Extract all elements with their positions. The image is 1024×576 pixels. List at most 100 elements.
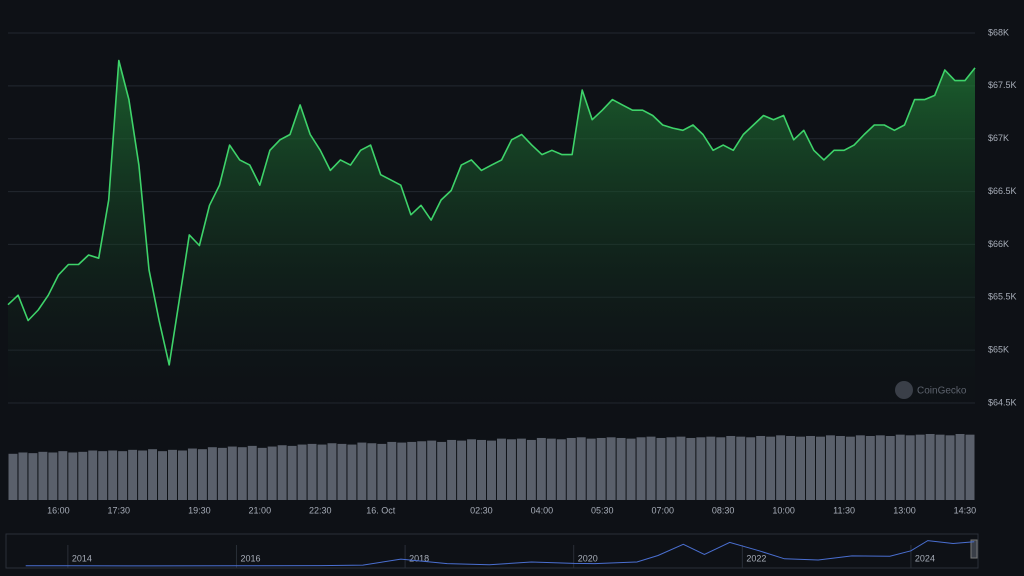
x-tick-label: 14:30 xyxy=(954,505,977,515)
volume-bar xyxy=(676,436,686,500)
navigator-label: 2024 xyxy=(915,553,935,563)
volume-bar xyxy=(865,435,875,500)
volume-bar xyxy=(895,434,905,500)
volume-bar xyxy=(536,437,546,500)
volume-bar xyxy=(207,447,217,500)
volume-bar xyxy=(825,435,835,500)
volume-bar xyxy=(317,444,327,500)
volume-bar xyxy=(646,436,656,500)
volume-bar xyxy=(885,435,895,500)
volume-bar xyxy=(247,445,257,500)
x-tick-label: 08:30 xyxy=(712,505,735,515)
volume-bar xyxy=(337,443,347,500)
volume-bar xyxy=(28,453,38,500)
volume-bar xyxy=(786,435,796,500)
volume-bar xyxy=(467,439,477,500)
volume-bar xyxy=(287,445,297,500)
navigator-label: 2018 xyxy=(409,553,429,563)
volume-bar xyxy=(965,434,975,500)
volume-bar xyxy=(955,434,965,500)
x-tick-label: 05:30 xyxy=(591,505,614,515)
volume-bar xyxy=(666,437,676,500)
y-tick-label: $66K xyxy=(988,239,1009,249)
x-tick-label: 11:30 xyxy=(833,505,855,515)
volume-bar xyxy=(905,435,915,500)
volume-bar xyxy=(596,437,606,500)
navigator-label: 2020 xyxy=(578,553,598,563)
volume-bar xyxy=(696,437,706,500)
volume-bar xyxy=(716,437,726,500)
volume-bar xyxy=(48,452,58,500)
volume-bar xyxy=(616,437,626,500)
x-tick-label: 13:00 xyxy=(893,505,916,515)
x-tick-label: 19:30 xyxy=(188,505,211,515)
volume-bar xyxy=(546,438,556,500)
volume-bar xyxy=(636,437,646,500)
volume-bar xyxy=(217,447,227,500)
volume-bar xyxy=(118,451,128,500)
volume-bar xyxy=(138,450,148,500)
navigator-line xyxy=(25,540,975,567)
volume-bar xyxy=(935,434,945,500)
volume-bar xyxy=(806,435,815,500)
volume-bar xyxy=(746,437,756,500)
volume-bar xyxy=(377,443,387,500)
volume-bar xyxy=(407,441,417,500)
y-tick-label: $66.5K xyxy=(988,186,1017,196)
volume-bar xyxy=(776,435,786,500)
volume-bar xyxy=(177,450,187,500)
watermark: CoinGecko xyxy=(917,386,967,397)
y-tick-label: $68K xyxy=(988,27,1009,37)
volume-bar xyxy=(626,438,636,500)
volume-bar xyxy=(516,438,526,500)
volume-bar xyxy=(566,437,576,500)
volume-bar xyxy=(387,441,397,500)
volume-bar xyxy=(487,440,496,500)
volume-bar xyxy=(796,436,806,500)
volume-bar xyxy=(855,435,865,500)
navigator-handle[interactable] xyxy=(970,539,978,559)
volume-bar xyxy=(38,451,48,500)
x-tick-label: 02:30 xyxy=(470,505,493,515)
volume-bar xyxy=(397,442,407,500)
volume-bar xyxy=(88,450,98,500)
volume-bar xyxy=(736,436,746,500)
volume-bar xyxy=(576,437,586,500)
volume-bar xyxy=(197,449,207,500)
x-tick-label: 17:30 xyxy=(108,505,131,515)
volume-bar xyxy=(756,435,766,500)
volume-bar xyxy=(257,447,267,500)
watermark-logo xyxy=(895,381,913,399)
navigator-label: 2014 xyxy=(72,553,92,563)
volume-bar xyxy=(267,446,277,500)
volume-bar xyxy=(815,436,825,500)
volume-bar xyxy=(357,442,367,500)
volume-bar xyxy=(128,449,138,500)
volume-bar xyxy=(327,443,337,500)
y-tick-label: $65.5K xyxy=(988,292,1017,302)
volume-bar xyxy=(98,451,108,500)
x-tick-label: 16:00 xyxy=(47,505,70,515)
volume-bar xyxy=(58,451,68,500)
x-tick-label: 22:30 xyxy=(309,505,332,515)
y-tick-label: $67.5K xyxy=(988,80,1017,90)
navigator-frame xyxy=(5,533,979,569)
volume-bar xyxy=(307,443,317,500)
volume-bar xyxy=(726,435,736,500)
volume-bar xyxy=(367,443,377,500)
volume-bar xyxy=(437,441,447,500)
volume-bar xyxy=(187,448,197,500)
volume-bar xyxy=(78,451,88,500)
volume-bar xyxy=(835,435,845,500)
volume-bar xyxy=(945,435,955,500)
price-line xyxy=(7,59,976,366)
volume-bar xyxy=(586,438,596,500)
volume-bar xyxy=(417,441,427,500)
y-tick-label: $67K xyxy=(988,133,1009,143)
volume-bar xyxy=(18,452,28,500)
volume-bar xyxy=(875,435,885,500)
x-tick-label: 16. Oct xyxy=(366,505,396,515)
volume-bar xyxy=(158,451,168,500)
